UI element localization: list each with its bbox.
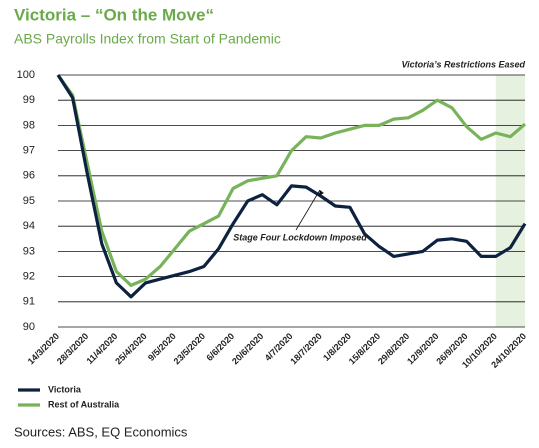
- y-tick-label: 92: [23, 271, 35, 283]
- annotation-arrow: [295, 189, 321, 231]
- y-tick-label: 97: [23, 145, 35, 157]
- legend-label: Victoria: [48, 384, 82, 394]
- arrow-head: [318, 190, 324, 196]
- legend-label: Rest of Australia: [48, 399, 120, 409]
- y-tick-label: 94: [23, 220, 35, 232]
- series-line: [56, 74, 527, 287]
- shaded-region-label: Victoria’s Restrictions Eased: [401, 59, 525, 69]
- x-tick-label: 28/3/2020: [55, 331, 90, 366]
- y-tick-label: 91: [23, 296, 35, 308]
- chart-subtitle: ABS Payrolls Index from Start of Pandemi…: [14, 31, 281, 47]
- y-tick-label: 96: [23, 170, 35, 182]
- y-tick-label: 93: [23, 245, 35, 257]
- series-line: [56, 74, 527, 299]
- y-tick-label: 95: [23, 195, 35, 207]
- y-tick-label: 100: [17, 69, 35, 81]
- chart-title: Victoria – “On the Move“: [14, 5, 214, 24]
- x-tick-label: 18/7/2020: [288, 331, 323, 366]
- annotation: Stage Four Lockdown Imposed: [233, 232, 367, 242]
- y-tick-label: 99: [23, 94, 35, 106]
- x-tick-label: 20/6/2020: [230, 331, 265, 366]
- source: Sources: ABS, EQ Economics: [14, 424, 188, 439]
- x-tick-label: 23/5/2020: [172, 331, 207, 366]
- y-tick-label: 90: [23, 321, 35, 333]
- x-tick-label: 25/4/2020: [113, 331, 148, 366]
- y-tick-label: 98: [23, 119, 35, 131]
